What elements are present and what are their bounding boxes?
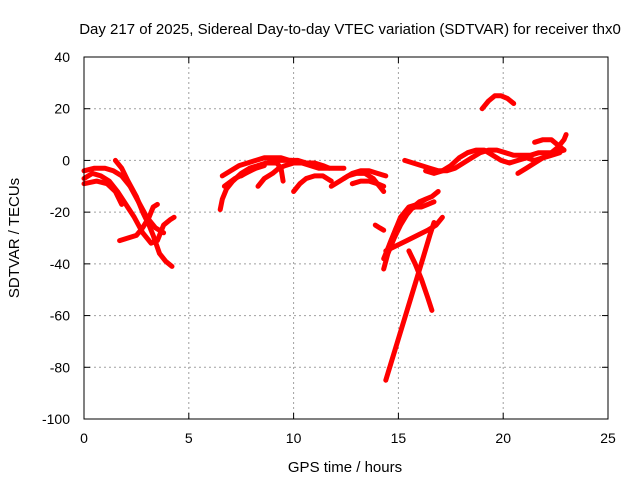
data-track [291, 173, 334, 194]
x-tick-label: 10 [286, 430, 302, 446]
data-track [406, 248, 435, 313]
y-axis-label: SDTVAR / TECUs [6, 178, 23, 298]
data-track [372, 222, 387, 233]
data-track [515, 132, 569, 176]
y-tick-label: -80 [50, 359, 70, 375]
x-tick-label: 15 [391, 430, 407, 446]
data-track [479, 93, 517, 112]
y-tick-label: 40 [54, 49, 70, 65]
x-tick-label: 5 [185, 430, 193, 446]
data-track [381, 196, 429, 262]
data-track [219, 155, 332, 179]
data-track [117, 201, 160, 244]
data-track [81, 170, 177, 246]
data-track [383, 214, 445, 254]
x-tick-label: 20 [495, 430, 511, 446]
x-tick-label: 0 [80, 430, 88, 446]
y-tick-label: -60 [50, 308, 70, 324]
y-tick-label: 20 [54, 101, 70, 117]
y-tick-label: -20 [50, 204, 70, 220]
x-axis: 0 5 10 15 20 25 [80, 57, 616, 446]
data-track [532, 137, 567, 153]
x-axis-label: GPS time / hours [288, 459, 402, 476]
data-track [349, 178, 387, 189]
data-series [81, 93, 569, 383]
y-tick-label: -100 [42, 411, 70, 427]
x-tick-label: 25 [600, 430, 616, 446]
y-tick-label: -40 [50, 256, 70, 272]
chart-title: Day 217 of 2025, Sidereal Day-to-day VTE… [79, 21, 621, 38]
data-track [81, 178, 125, 207]
plot-frame [83, 56, 609, 420]
data-track [383, 220, 437, 383]
y-tick-label: 0 [62, 152, 70, 168]
grid-lines [84, 57, 608, 419]
y-axis: -100 -80 -60 -40 -20 0 20 40 [42, 49, 608, 427]
data-track [238, 157, 303, 179]
data-track [112, 157, 175, 269]
